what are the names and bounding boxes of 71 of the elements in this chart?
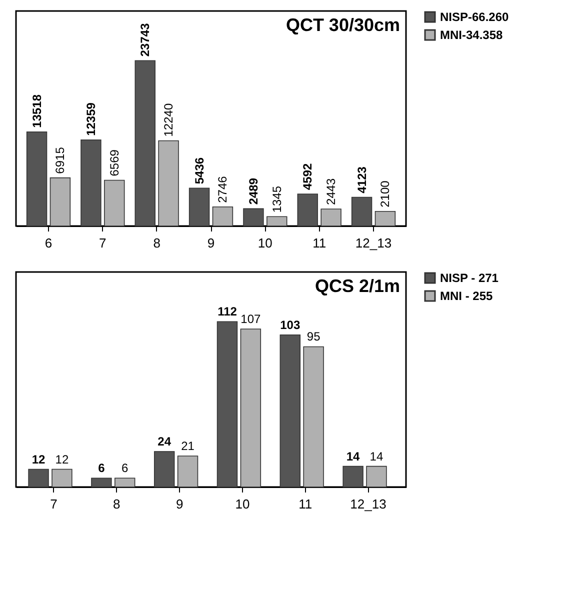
bar: [154, 451, 175, 488]
data-label: 23743: [138, 22, 152, 57]
x-tick-label: 9: [176, 496, 184, 512]
x-tick-label: 12_13: [350, 496, 386, 512]
legend-label: MNI - 255: [440, 289, 494, 303]
bar: [26, 131, 48, 226]
legend-label: NISP - 271: [440, 271, 499, 285]
data-label: 4592: [300, 162, 315, 190]
data-label: 107: [240, 312, 261, 326]
bar: [91, 478, 112, 488]
bar: [297, 194, 318, 226]
x-tick-label: 7: [50, 496, 58, 512]
bar: [342, 466, 364, 488]
bar: [280, 334, 301, 488]
x-tick-label: 12_13: [355, 236, 392, 250]
data-label: 6915: [53, 146, 68, 174]
bar: [212, 206, 234, 226]
data-label: 6: [122, 461, 129, 476]
bar: [266, 216, 288, 226]
bar: [374, 210, 396, 226]
x-tick-label: 11: [312, 236, 326, 250]
data-label: 2100: [378, 180, 392, 208]
bar: [104, 180, 125, 226]
bar: [52, 468, 72, 488]
x-tick-label: 7: [99, 236, 106, 250]
bar: [243, 208, 264, 226]
bar: [134, 60, 156, 226]
data-label: 2746: [216, 176, 230, 203]
data-label: 2489: [246, 178, 260, 205]
chart-title: QCT 30/30cm: [286, 15, 400, 35]
data-label: 14: [370, 449, 384, 464]
data-label: 6: [98, 461, 106, 476]
x-tick-label: 10: [235, 496, 250, 512]
x-tick-label: 11: [298, 496, 312, 512]
bar: [216, 321, 238, 488]
data-label: 2443: [324, 178, 338, 205]
data-label: 12240: [162, 103, 176, 137]
chart-title: QCS 2/1m: [314, 276, 400, 296]
bar: [177, 456, 198, 488]
bar: [320, 208, 342, 226]
data-label: 103: [280, 318, 300, 332]
x-tick-label: 8: [113, 496, 120, 512]
x-tick-label: 9: [207, 236, 215, 250]
bar: [351, 196, 372, 226]
data-label: 12: [32, 452, 46, 466]
bar: [80, 140, 102, 226]
data-label: 13518: [30, 94, 44, 128]
legend-label: MNI-34.358: [440, 28, 504, 42]
bar: [158, 140, 179, 226]
data-label: 1345: [270, 186, 284, 213]
data-label: 14: [346, 449, 360, 464]
data-label: 21: [181, 438, 195, 453]
data-label: 95: [306, 330, 321, 344]
bar: [303, 346, 324, 488]
bar: [240, 328, 262, 488]
x-tick-label: 8: [153, 236, 160, 250]
data-label: 24: [158, 434, 172, 449]
legend-label: NISP-66.260: [440, 10, 510, 24]
data-label: 112: [218, 304, 238, 319]
bar: [366, 466, 387, 488]
bar: [50, 177, 71, 226]
data-label: 12: [55, 452, 69, 466]
data-label: 5436: [192, 157, 206, 184]
bar: [188, 188, 210, 226]
data-label: 12359: [84, 102, 98, 136]
x-tick-label: 6: [44, 236, 52, 250]
bar: [114, 478, 136, 488]
bar: [28, 468, 49, 488]
data-label: 4123: [354, 166, 369, 194]
x-tick-label: 10: [258, 236, 272, 250]
data-label: 6569: [107, 149, 122, 176]
